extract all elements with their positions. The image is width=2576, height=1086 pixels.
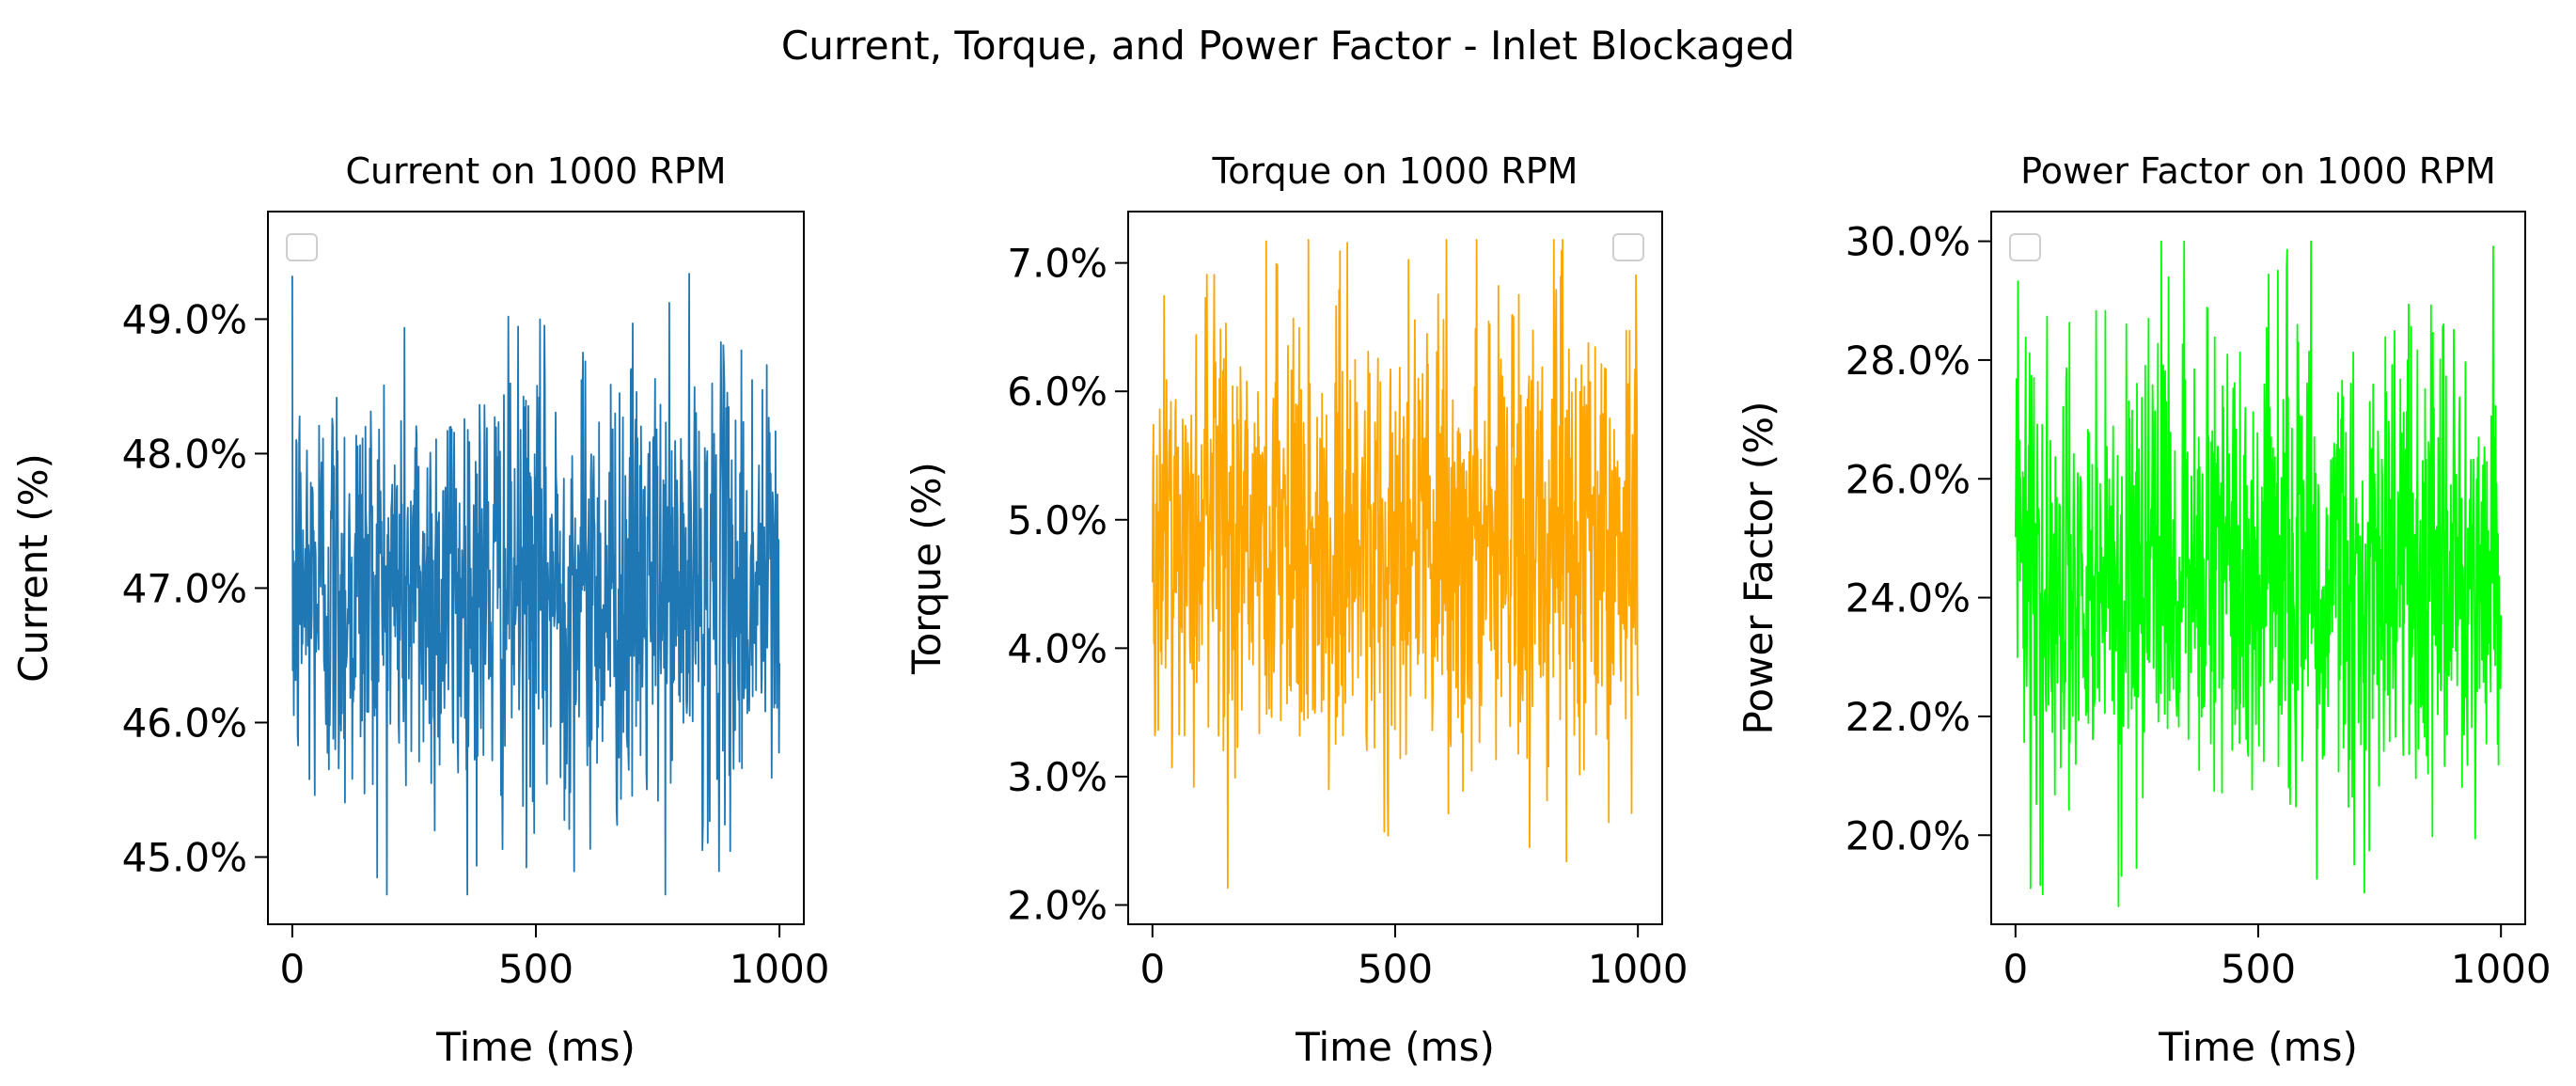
series-line-torque bbox=[1151, 239, 1640, 889]
legend-box-current bbox=[286, 233, 318, 261]
y-tick-label-current: 47.0% bbox=[122, 565, 247, 611]
y-tick-label-current: 46.0% bbox=[122, 700, 247, 746]
y-tick-label-torque: 6.0% bbox=[1007, 369, 1107, 415]
y-tick-label-power-factor: 22.0% bbox=[1846, 694, 1971, 740]
y-tick-label-torque: 4.0% bbox=[1007, 625, 1107, 671]
chart-current: Current on 1000 RPM 0 500 1000 45.0% 46.0% 47.… bbox=[10, 150, 830, 1070]
x-tick-label-power-factor: 1000 bbox=[2451, 946, 2552, 992]
y-tick-label-torque: 5.0% bbox=[1007, 497, 1107, 543]
legend-box-power-factor bbox=[2009, 233, 2041, 261]
y-tick-label-power-factor: 30.0% bbox=[1846, 219, 1971, 265]
chart-torque: Torque on 1000 RPM 0 500 1000 2.0% 3.0% 4.0% 5.… bbox=[903, 150, 1689, 1070]
chart-power-factor: Power Factor on 1000 RPM 0 500 1000 20.0% 22.… bbox=[1736, 150, 2552, 1070]
y-tick-label-current: 48.0% bbox=[122, 431, 247, 477]
y-tick-label-power-factor: 28.0% bbox=[1846, 338, 1971, 384]
y-tick-label-current: 49.0% bbox=[122, 296, 247, 342]
y-tick-label-torque: 3.0% bbox=[1007, 754, 1107, 800]
series-line-power-factor bbox=[2014, 240, 2503, 907]
x-tick-label-current: 1000 bbox=[730, 946, 830, 992]
y-tick-label-current: 45.0% bbox=[122, 834, 247, 880]
y-tick-label-torque: 2.0% bbox=[1007, 883, 1107, 929]
x-tick-label-power-factor: 500 bbox=[2221, 946, 2296, 992]
x-tick-label-current: 0 bbox=[280, 946, 306, 992]
x-tick-label-power-factor: 0 bbox=[2003, 946, 2028, 992]
x-axis-label-current: Time (ms) bbox=[435, 1024, 636, 1070]
series-line-current bbox=[291, 273, 780, 896]
y-axis-label-power-factor: Power Factor (%) bbox=[1736, 401, 1782, 735]
figure-suptitle: Current, Torque, and Power Factor - Inle… bbox=[781, 23, 1795, 69]
x-tick-label-torque: 500 bbox=[1358, 946, 1433, 992]
x-tick-label-current: 500 bbox=[498, 946, 573, 992]
y-tick-label-power-factor: 24.0% bbox=[1846, 575, 1971, 622]
y-axis-label-torque: Torque (%) bbox=[903, 462, 950, 675]
x-axis-label-torque: Time (ms) bbox=[1295, 1024, 1495, 1070]
x-tick-label-torque: 1000 bbox=[1588, 946, 1689, 992]
legend-box-torque bbox=[1612, 233, 1644, 261]
y-axis-label-current: Current (%) bbox=[10, 453, 56, 683]
x-tick-label-torque: 0 bbox=[1139, 946, 1165, 992]
charts-container: Current on 1000 RPM 0 500 1000 45.0% 46.0% 47.… bbox=[10, 150, 2552, 1070]
chart-title-power-factor: Power Factor on 1000 RPM bbox=[2020, 150, 2496, 192]
y-tick-label-power-factor: 20.0% bbox=[1846, 812, 1971, 858]
y-tick-label-power-factor: 26.0% bbox=[1846, 456, 1971, 502]
chart-title-current: Current on 1000 RPM bbox=[345, 150, 726, 192]
y-tick-label-torque: 7.0% bbox=[1007, 241, 1107, 287]
chart-title-torque: Torque on 1000 RPM bbox=[1212, 150, 1579, 192]
x-axis-label-power-factor: Time (ms) bbox=[2158, 1024, 2358, 1070]
